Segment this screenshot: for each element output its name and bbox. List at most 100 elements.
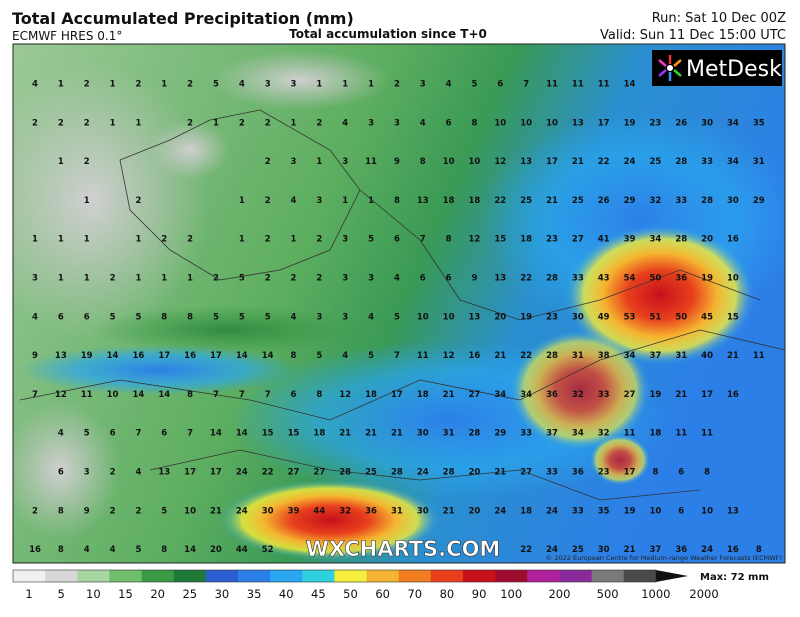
grid-value: 8 [394,196,400,206]
map-frame [12,43,786,564]
grid-value: 5 [213,312,219,322]
logo-text: MetDesk [686,57,782,82]
grid-value: 4 [420,118,426,128]
grid-value: 30 [701,118,713,128]
grid-value: 34 [649,235,661,245]
grid-value: 11 [598,80,610,90]
grid-value: 34 [727,118,739,128]
grid-value: 1 [84,235,90,245]
grid-value: 20 [494,312,506,322]
grid-value: 8 [704,468,710,478]
colorbar-segment [430,570,464,582]
grid-value: 29 [494,429,506,439]
grid-value: 36 [572,468,584,478]
colorbar-label: 70 [407,587,422,601]
colorbar-segment [270,570,303,582]
colorbar-segment [141,570,175,582]
grid-value: 1 [84,196,90,206]
grid-value: 11 [417,351,429,361]
grid-value: 28 [391,468,403,478]
grid-value: 34 [572,429,584,439]
grid-value: 13 [494,274,506,284]
grid-value: 1 [213,118,219,128]
watermark: WXCHARTS.COM [306,537,501,561]
grid-value: 13 [727,506,739,516]
grid-value: 18 [649,429,661,439]
grid-value: 4 [239,80,245,90]
grid-value: 31 [572,351,584,361]
grid-value: 13 [158,468,170,478]
grid-value: 8 [187,312,193,322]
colorbar-label: 40 [279,587,294,601]
grid-value: 2 [265,196,271,206]
grid-value: 9 [471,274,477,284]
grid-value: 12 [443,351,455,361]
grid-value: 27 [572,235,584,245]
grid-value: 28 [546,274,558,284]
grid-value: 1 [291,235,297,245]
grid-value: 10 [107,390,119,400]
grid-value: 1 [58,157,64,167]
grid-value: 1 [135,274,141,284]
colorbar-label: 500 [597,587,619,601]
grid-value: 16 [132,351,144,361]
grid-value: 8 [446,235,452,245]
grid-value: 13 [520,157,532,167]
grid-value: 16 [727,390,739,400]
grid-value: 3 [291,157,297,167]
grid-value: 39 [288,506,300,516]
colorbar-label: 50 [343,587,358,601]
logo-box [652,50,782,86]
grid-value: 2 [32,506,38,516]
grid-value: 24 [494,506,506,516]
grid-value: 21 [365,429,377,439]
grid-value: 28 [675,235,687,245]
grid-value: 1 [316,157,322,167]
grid-value: 2 [265,235,271,245]
grid-value: 19 [520,312,532,322]
grid-value: 22 [520,351,532,361]
grid-value: 25 [649,157,661,167]
grid-value: 8 [161,312,167,322]
grid-value: 34 [520,390,532,400]
grid-value: 1 [110,118,116,128]
colorbar-segment [527,570,560,582]
colorbar-segment [334,570,368,582]
grid-value: 25 [572,545,584,555]
grid-value: 18 [469,196,481,206]
colorbar-segment [463,570,496,582]
grid-value: 24 [546,506,558,516]
grid-value: 34 [494,390,506,400]
grid-value: 23 [649,118,661,128]
grid-value: 6 [497,80,503,90]
grid-value: 2 [84,80,90,90]
grid-value: 19 [649,390,661,400]
grid-value: 27 [520,468,532,478]
grid-value: 2 [213,274,219,284]
grid-value: 10 [417,312,429,322]
colorbar-label: 60 [375,587,390,601]
grid-value: 28 [339,468,351,478]
grid-value: 5 [368,351,374,361]
grid-value: 17 [546,157,558,167]
grid-value: 18 [365,390,377,400]
grid-value: 8 [58,506,64,516]
model: ECMWF HRES 0.1° [12,29,122,43]
grid-value: 11 [753,351,765,361]
grid-value: 50 [649,274,661,284]
grid-value: 20 [469,506,481,516]
grid-value: 4 [32,80,38,90]
grid-value: 2 [84,118,90,128]
grid-value: 36 [675,545,687,555]
grid-value: 5 [316,351,322,361]
grid-value: 25 [520,196,532,206]
grid-value: 14 [236,429,248,439]
map-background [13,44,785,563]
grid-value: 33 [598,390,610,400]
colorbar-label: 35 [247,587,262,601]
grid-value: 8 [291,351,297,361]
grid-value: 14 [210,429,222,439]
grid-value: 15 [727,312,739,322]
